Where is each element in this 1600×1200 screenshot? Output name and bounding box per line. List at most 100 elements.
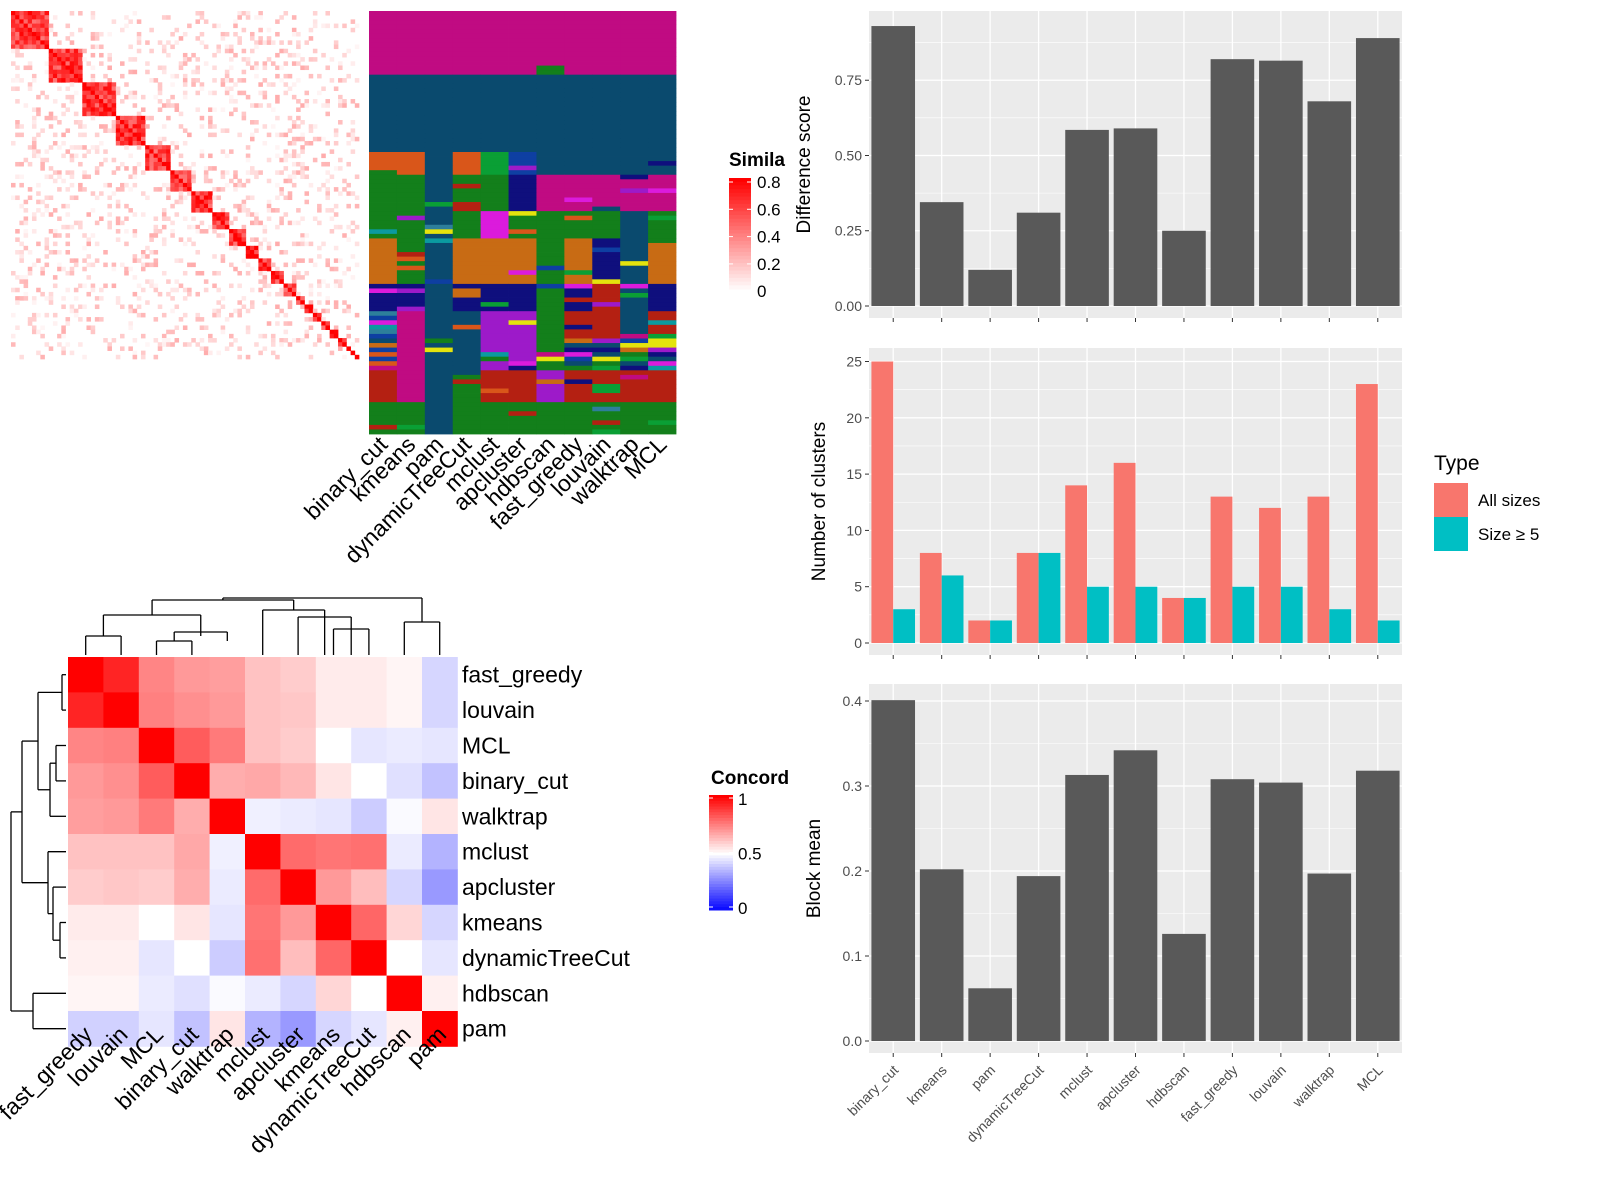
cluster-assignment-cell [508, 252, 537, 258]
similarity-cell [153, 166, 159, 171]
similarity-cell [308, 36, 314, 41]
concordance-cell [68, 692, 104, 729]
similarity-cell [191, 262, 196, 268]
cluster-assignment-cell [369, 70, 398, 76]
cluster-assignment-cell [564, 402, 593, 408]
similarity-cell [86, 212, 92, 217]
cluster-assignment-cell [592, 129, 621, 135]
similarity-cell [195, 11, 201, 16]
similarity-cell [178, 199, 184, 205]
similarity-cell [346, 48, 351, 54]
similarity-cell [166, 191, 171, 196]
similarity-cell [120, 128, 125, 133]
similarity-cell [31, 312, 37, 318]
similarity-cell [44, 296, 50, 301]
similarity-cell [329, 78, 335, 83]
cluster-assignment-cell [648, 302, 677, 308]
similarity-cell [161, 136, 167, 142]
similarity-cell [317, 312, 322, 318]
cluster-assignment-cell [536, 11, 565, 16]
similarity-cell [61, 140, 66, 146]
cluster-assignment-cell [592, 247, 621, 253]
cluster-assignment-cell [424, 274, 454, 280]
similarity-cell [161, 237, 167, 242]
similarity-cell [170, 187, 175, 192]
similarity-cell [11, 342, 16, 347]
cluster-assignment-cell [536, 61, 565, 66]
similarity-cell [203, 174, 209, 180]
similarity-cell [90, 145, 96, 150]
cluster-assignment-cell [369, 47, 398, 53]
cluster-assignment-cell [592, 415, 621, 421]
similarity-cell [103, 182, 108, 188]
similarity-cell [191, 52, 196, 58]
cluster-assignment-cell [648, 156, 677, 162]
similarity-cell [86, 317, 92, 322]
similarity-cell [166, 99, 171, 104]
cluster-assignment-cell [480, 188, 509, 194]
similarity-cell [57, 61, 62, 66]
similarity-cell [73, 308, 79, 314]
y-tick-label: 0.2 [843, 863, 863, 879]
cluster-assignment-cell [620, 320, 649, 326]
cluster-assignment-cell [369, 374, 398, 380]
similarity-cell [65, 270, 71, 276]
cluster-assignment-cell [452, 347, 482, 353]
cluster-assignment-cell [452, 147, 482, 153]
concordance-legend-swatch [709, 875, 733, 879]
cluster-assignment-cell [592, 165, 621, 171]
y-tick-label: 0.50 [835, 147, 862, 163]
similarity-cell [36, 182, 41, 188]
similarity-cell [170, 220, 175, 226]
similarity-cell [36, 44, 41, 50]
concordance-legend-swatch [709, 797, 733, 802]
similarity-cell [107, 31, 112, 37]
similarity-cell [19, 161, 24, 167]
cluster-assignment-cell [592, 256, 621, 262]
similarity-cell [178, 182, 184, 188]
similarity-cell [208, 153, 213, 159]
cluster-assignment-cell [592, 402, 621, 408]
cluster-assignment-cell [536, 20, 565, 26]
similarity-cell [31, 115, 37, 121]
cluster-assignment-cell [648, 142, 677, 148]
cluster-assignment-cell [536, 293, 565, 298]
cluster-assignment-cell [424, 65, 454, 71]
similarity-cell [350, 19, 356, 24]
similarity-cell [245, 195, 251, 201]
similarity-cell [321, 182, 326, 188]
concordance-cell [138, 975, 175, 1012]
similarity-cell [291, 291, 297, 297]
similarity-cell [245, 11, 251, 16]
similarity-cell [157, 304, 163, 310]
cluster-assignment-cell [424, 47, 454, 53]
cluster-assignment-cell [424, 11, 454, 16]
similarity-cell [36, 27, 41, 33]
similarity-cell [287, 283, 293, 289]
cluster-assignment-cell [369, 161, 398, 167]
similarity-cell [61, 52, 66, 58]
cluster-assignment-cell [592, 338, 621, 344]
cluster-assignment-cell [369, 406, 398, 412]
cluster-assignment-cell [369, 306, 398, 312]
similarity-cell [103, 128, 108, 133]
similarity-cell [103, 338, 108, 343]
similarity-cell [216, 212, 221, 217]
similarity-cell [36, 208, 41, 213]
similarity-cell [291, 31, 297, 37]
similarity-cell [170, 287, 175, 293]
similarity-cell [266, 321, 272, 326]
similarity-cell [174, 170, 180, 175]
similarity-cell [31, 23, 37, 29]
concordance-cell [245, 869, 281, 906]
similarity-cell [132, 94, 138, 100]
similarity-cell [36, 191, 41, 196]
cluster-assignment-cell [396, 293, 426, 298]
similarity-cell [52, 132, 58, 138]
similarity-cell [27, 40, 33, 45]
cluster-assignment-cell [424, 265, 454, 271]
similarity-cell [241, 11, 247, 16]
similarity-cell [161, 241, 167, 247]
similarity-cell [270, 107, 276, 112]
concordance-legend-title: Concord [711, 768, 789, 789]
